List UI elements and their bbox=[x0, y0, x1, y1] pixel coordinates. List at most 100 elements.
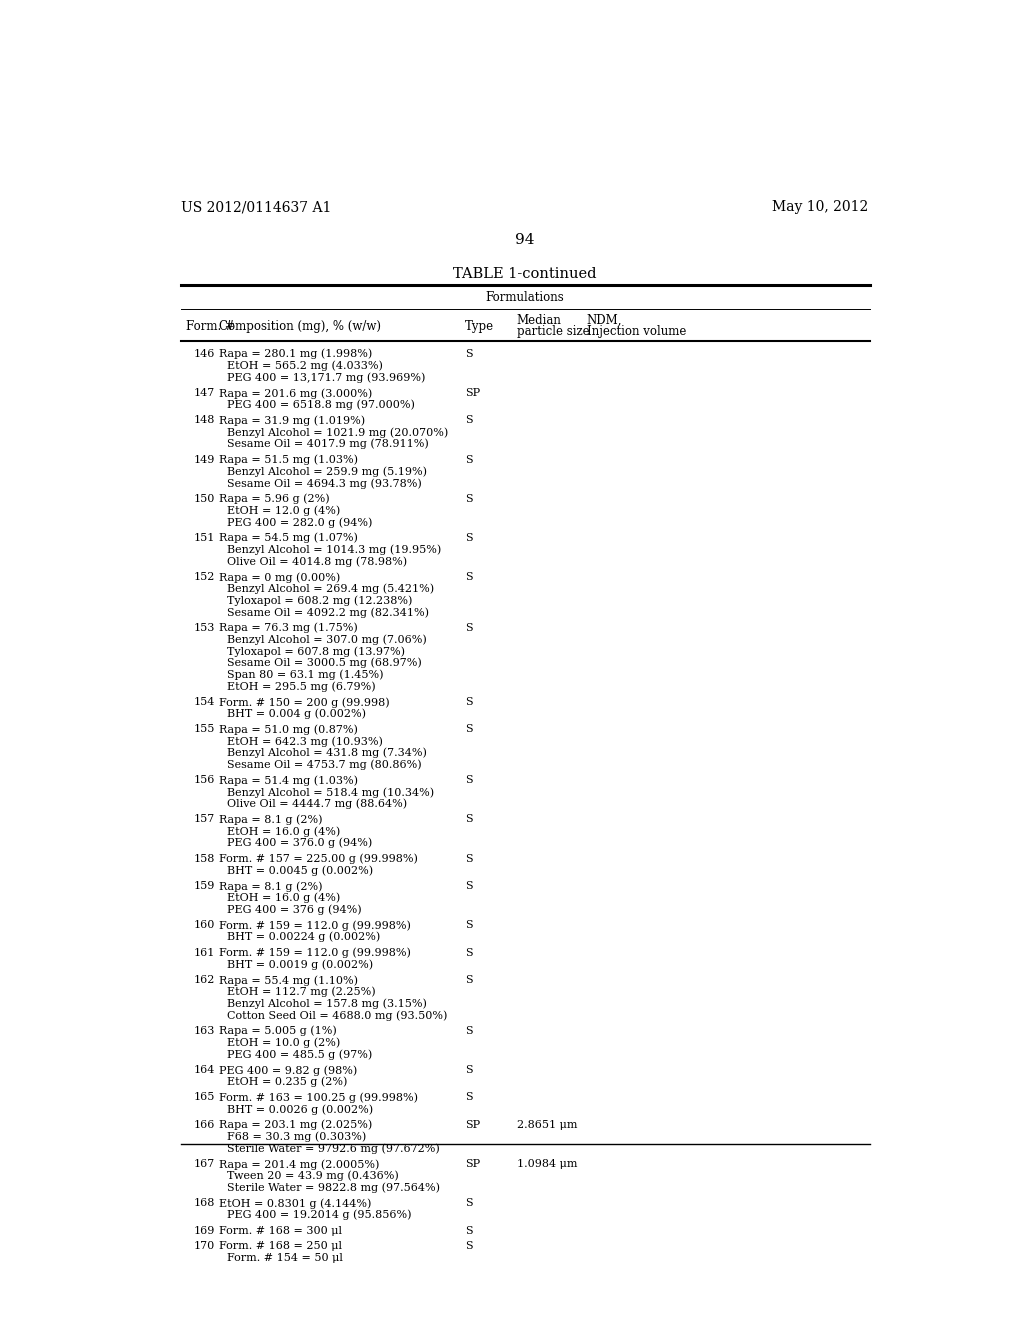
Text: S: S bbox=[465, 416, 473, 425]
Text: Sesame Oil = 4753.7 mg (80.86%): Sesame Oil = 4753.7 mg (80.86%) bbox=[227, 759, 422, 770]
Text: BHT = 0.0045 g (0.002%): BHT = 0.0045 g (0.002%) bbox=[227, 865, 374, 875]
Text: 165: 165 bbox=[194, 1093, 215, 1102]
Text: Injection volume: Injection volume bbox=[587, 326, 686, 338]
Text: PEG 400 = 13,171.7 mg (93.969%): PEG 400 = 13,171.7 mg (93.969%) bbox=[227, 372, 426, 383]
Text: Rapa = 76.3 mg (1.75%): Rapa = 76.3 mg (1.75%) bbox=[219, 623, 358, 634]
Text: PEG 400 = 282.0 g (94%): PEG 400 = 282.0 g (94%) bbox=[227, 517, 373, 528]
Text: Form. #: Form. # bbox=[186, 319, 234, 333]
Text: 167: 167 bbox=[194, 1159, 215, 1170]
Text: EtOH = 16.0 g (4%): EtOH = 16.0 g (4%) bbox=[227, 892, 340, 903]
Text: Rapa = 280.1 mg (1.998%): Rapa = 280.1 mg (1.998%) bbox=[219, 348, 373, 359]
Text: Sterile Water = 9792.6 mg (97.672%): Sterile Water = 9792.6 mg (97.672%) bbox=[227, 1143, 440, 1154]
Text: 161: 161 bbox=[194, 948, 215, 957]
Text: S: S bbox=[465, 572, 473, 582]
Text: S: S bbox=[465, 494, 473, 504]
Text: S: S bbox=[465, 533, 473, 543]
Text: 148: 148 bbox=[194, 416, 215, 425]
Text: Sterile Water = 9822.8 mg (97.564%): Sterile Water = 9822.8 mg (97.564%) bbox=[227, 1183, 440, 1193]
Text: May 10, 2012: May 10, 2012 bbox=[772, 201, 868, 214]
Text: S: S bbox=[465, 1065, 473, 1074]
Text: Benzyl Alcohol = 157.8 mg (3.15%): Benzyl Alcohol = 157.8 mg (3.15%) bbox=[227, 998, 427, 1008]
Text: Form. # 154 = 50 μl: Form. # 154 = 50 μl bbox=[227, 1253, 343, 1263]
Text: Benzyl Alcohol = 1014.3 mg (19.95%): Benzyl Alcohol = 1014.3 mg (19.95%) bbox=[227, 545, 441, 556]
Text: Form. # 150 = 200 g (99.998): Form. # 150 = 200 g (99.998) bbox=[219, 697, 390, 708]
Text: EtOH = 295.5 mg (6.79%): EtOH = 295.5 mg (6.79%) bbox=[227, 681, 376, 692]
Text: S: S bbox=[465, 697, 473, 708]
Text: BHT = 0.0026 g (0.002%): BHT = 0.0026 g (0.002%) bbox=[227, 1104, 374, 1114]
Text: BHT = 0.004 g (0.002%): BHT = 0.004 g (0.002%) bbox=[227, 709, 367, 719]
Text: Sesame Oil = 4092.2 mg (82.341%): Sesame Oil = 4092.2 mg (82.341%) bbox=[227, 607, 429, 618]
Text: Form. # 163 = 100.25 g (99.998%): Form. # 163 = 100.25 g (99.998%) bbox=[219, 1093, 418, 1104]
Text: Rapa = 5.96 g (2%): Rapa = 5.96 g (2%) bbox=[219, 494, 330, 504]
Text: Tyloxapol = 608.2 mg (12.238%): Tyloxapol = 608.2 mg (12.238%) bbox=[227, 595, 413, 606]
Text: 1.0984 μm: 1.0984 μm bbox=[517, 1159, 578, 1170]
Text: S: S bbox=[465, 725, 473, 734]
Text: EtOH = 12.0 g (4%): EtOH = 12.0 g (4%) bbox=[227, 506, 340, 516]
Text: NDM,: NDM, bbox=[587, 314, 623, 327]
Text: Rapa = 54.5 mg (1.07%): Rapa = 54.5 mg (1.07%) bbox=[219, 533, 358, 544]
Text: Span 80 = 63.1 mg (1.45%): Span 80 = 63.1 mg (1.45%) bbox=[227, 669, 384, 680]
Text: EtOH = 16.0 g (4%): EtOH = 16.0 g (4%) bbox=[227, 826, 340, 837]
Text: 160: 160 bbox=[194, 920, 215, 931]
Text: Olive Oil = 4014.8 mg (78.98%): Olive Oil = 4014.8 mg (78.98%) bbox=[227, 556, 408, 566]
Text: 155: 155 bbox=[194, 725, 215, 734]
Text: Rapa = 203.1 mg (2.025%): Rapa = 203.1 mg (2.025%) bbox=[219, 1119, 373, 1130]
Text: Benzyl Alcohol = 259.9 mg (5.19%): Benzyl Alcohol = 259.9 mg (5.19%) bbox=[227, 466, 427, 477]
Text: S: S bbox=[465, 454, 473, 465]
Text: Sesame Oil = 4694.3 mg (93.78%): Sesame Oil = 4694.3 mg (93.78%) bbox=[227, 478, 422, 488]
Text: Rapa = 201.6 mg (3.000%): Rapa = 201.6 mg (3.000%) bbox=[219, 388, 373, 399]
Text: S: S bbox=[465, 814, 473, 825]
Text: Formulations: Formulations bbox=[485, 292, 564, 304]
Text: Form. # 159 = 112.0 g (99.998%): Form. # 159 = 112.0 g (99.998%) bbox=[219, 920, 412, 931]
Text: SP: SP bbox=[465, 1119, 480, 1130]
Text: S: S bbox=[465, 920, 473, 931]
Text: PEG 400 = 19.2014 g (95.856%): PEG 400 = 19.2014 g (95.856%) bbox=[227, 1210, 412, 1221]
Text: Rapa = 201.4 mg (2.0005%): Rapa = 201.4 mg (2.0005%) bbox=[219, 1159, 380, 1170]
Text: 159: 159 bbox=[194, 880, 215, 891]
Text: S: S bbox=[465, 975, 473, 985]
Text: 94: 94 bbox=[515, 232, 535, 247]
Text: Rapa = 5.005 g (1%): Rapa = 5.005 g (1%) bbox=[219, 1026, 337, 1036]
Text: BHT = 0.0019 g (0.002%): BHT = 0.0019 g (0.002%) bbox=[227, 960, 374, 970]
Text: PEG 400 = 376 g (94%): PEG 400 = 376 g (94%) bbox=[227, 904, 361, 915]
Text: 151: 151 bbox=[194, 533, 215, 543]
Text: 164: 164 bbox=[194, 1065, 215, 1074]
Text: S: S bbox=[465, 775, 473, 785]
Text: Composition (mg), % (w/w): Composition (mg), % (w/w) bbox=[219, 319, 381, 333]
Text: SP: SP bbox=[465, 388, 480, 399]
Text: 149: 149 bbox=[194, 454, 215, 465]
Text: EtOH = 112.7 mg (2.25%): EtOH = 112.7 mg (2.25%) bbox=[227, 987, 376, 998]
Text: Form. # 168 = 250 μl: Form. # 168 = 250 μl bbox=[219, 1241, 342, 1251]
Text: 169: 169 bbox=[194, 1225, 215, 1236]
Text: 157: 157 bbox=[194, 814, 215, 825]
Text: Olive Oil = 4444.7 mg (88.64%): Olive Oil = 4444.7 mg (88.64%) bbox=[227, 799, 408, 809]
Text: Rapa = 55.4 mg (1.10%): Rapa = 55.4 mg (1.10%) bbox=[219, 975, 358, 986]
Text: S: S bbox=[465, 1093, 473, 1102]
Text: S: S bbox=[465, 1026, 473, 1036]
Text: PEG 400 = 6518.8 mg (97.000%): PEG 400 = 6518.8 mg (97.000%) bbox=[227, 400, 415, 411]
Text: S: S bbox=[465, 948, 473, 957]
Text: EtOH = 642.3 mg (10.93%): EtOH = 642.3 mg (10.93%) bbox=[227, 737, 383, 747]
Text: Benzyl Alcohol = 431.8 mg (7.34%): Benzyl Alcohol = 431.8 mg (7.34%) bbox=[227, 748, 427, 759]
Text: Type: Type bbox=[465, 319, 495, 333]
Text: Tyloxapol = 607.8 mg (13.97%): Tyloxapol = 607.8 mg (13.97%) bbox=[227, 647, 406, 657]
Text: Rapa = 8.1 g (2%): Rapa = 8.1 g (2%) bbox=[219, 880, 323, 891]
Text: S: S bbox=[465, 1199, 473, 1208]
Text: 158: 158 bbox=[194, 854, 215, 863]
Text: Cotton Seed Oil = 4688.0 mg (93.50%): Cotton Seed Oil = 4688.0 mg (93.50%) bbox=[227, 1010, 447, 1020]
Text: 168: 168 bbox=[194, 1199, 215, 1208]
Text: S: S bbox=[465, 1241, 473, 1251]
Text: SP: SP bbox=[465, 1159, 480, 1170]
Text: EtOH = 565.2 mg (4.033%): EtOH = 565.2 mg (4.033%) bbox=[227, 360, 383, 371]
Text: Rapa = 51.4 mg (1.03%): Rapa = 51.4 mg (1.03%) bbox=[219, 775, 358, 785]
Text: PEG 400 = 376.0 g (94%): PEG 400 = 376.0 g (94%) bbox=[227, 838, 373, 849]
Text: 2.8651 μm: 2.8651 μm bbox=[517, 1119, 578, 1130]
Text: Form. # 159 = 112.0 g (99.998%): Form. # 159 = 112.0 g (99.998%) bbox=[219, 948, 412, 958]
Text: 166: 166 bbox=[194, 1119, 215, 1130]
Text: Form. # 168 = 300 μl: Form. # 168 = 300 μl bbox=[219, 1225, 342, 1236]
Text: Benzyl Alcohol = 269.4 mg (5.421%): Benzyl Alcohol = 269.4 mg (5.421%) bbox=[227, 583, 434, 594]
Text: 147: 147 bbox=[194, 388, 215, 399]
Text: Rapa = 51.5 mg (1.03%): Rapa = 51.5 mg (1.03%) bbox=[219, 454, 358, 465]
Text: S: S bbox=[465, 623, 473, 632]
Text: Benzyl Alcohol = 307.0 mg (7.06%): Benzyl Alcohol = 307.0 mg (7.06%) bbox=[227, 635, 427, 645]
